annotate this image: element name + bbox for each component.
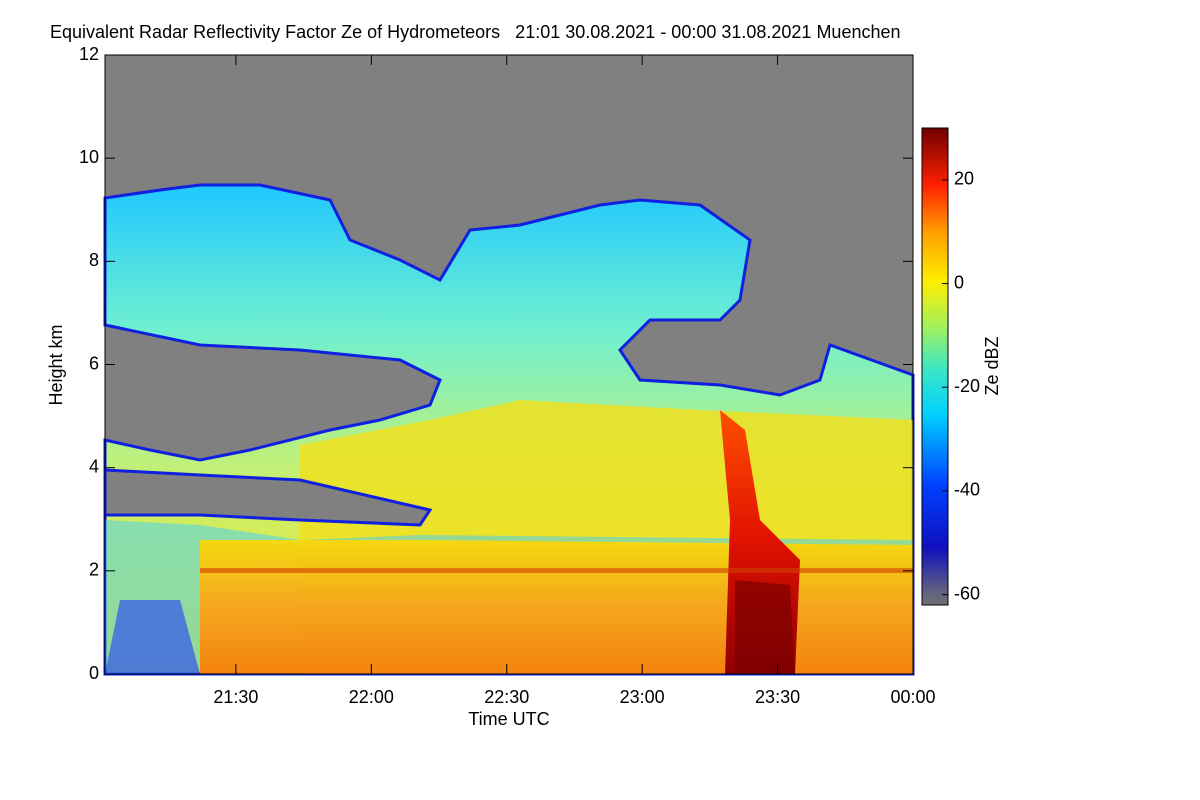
y-tick-label: 0 — [89, 663, 99, 683]
x-tick-label: 23:30 — [755, 687, 800, 707]
x-tick-label: 22:30 — [484, 687, 529, 707]
y-tick-label: 10 — [79, 147, 99, 167]
colorbar-tick-label: -20 — [954, 376, 980, 396]
y-tick-label: 2 — [89, 560, 99, 580]
colorbar-label: Ze dBZ — [982, 336, 1002, 395]
y-tick-label: 8 — [89, 250, 99, 270]
x-axis-label: Time UTC — [468, 709, 549, 729]
y-tick-label: 6 — [89, 353, 99, 373]
x-tick-label: 21:30 — [213, 687, 258, 707]
radar-field — [103, 55, 915, 676]
x-tick-label: 23:00 — [620, 687, 665, 707]
x-tick-label: 00:00 — [890, 687, 935, 707]
y-tick-label: 12 — [79, 44, 99, 64]
colorbar-tick-label: 20 — [954, 169, 974, 189]
chart-title: Equivalent Radar Reflectivity Factor Ze … — [50, 22, 901, 42]
colorbar — [921, 127, 949, 606]
x-tick-label: 22:00 — [349, 687, 394, 707]
colorbar-tick-label: -40 — [954, 480, 980, 500]
colorbar-tick-label: 0 — [954, 272, 964, 292]
y-tick-label: 4 — [89, 456, 99, 476]
colorbar-tick-label: -60 — [954, 583, 980, 603]
y-axis-label: Height km — [46, 324, 66, 405]
